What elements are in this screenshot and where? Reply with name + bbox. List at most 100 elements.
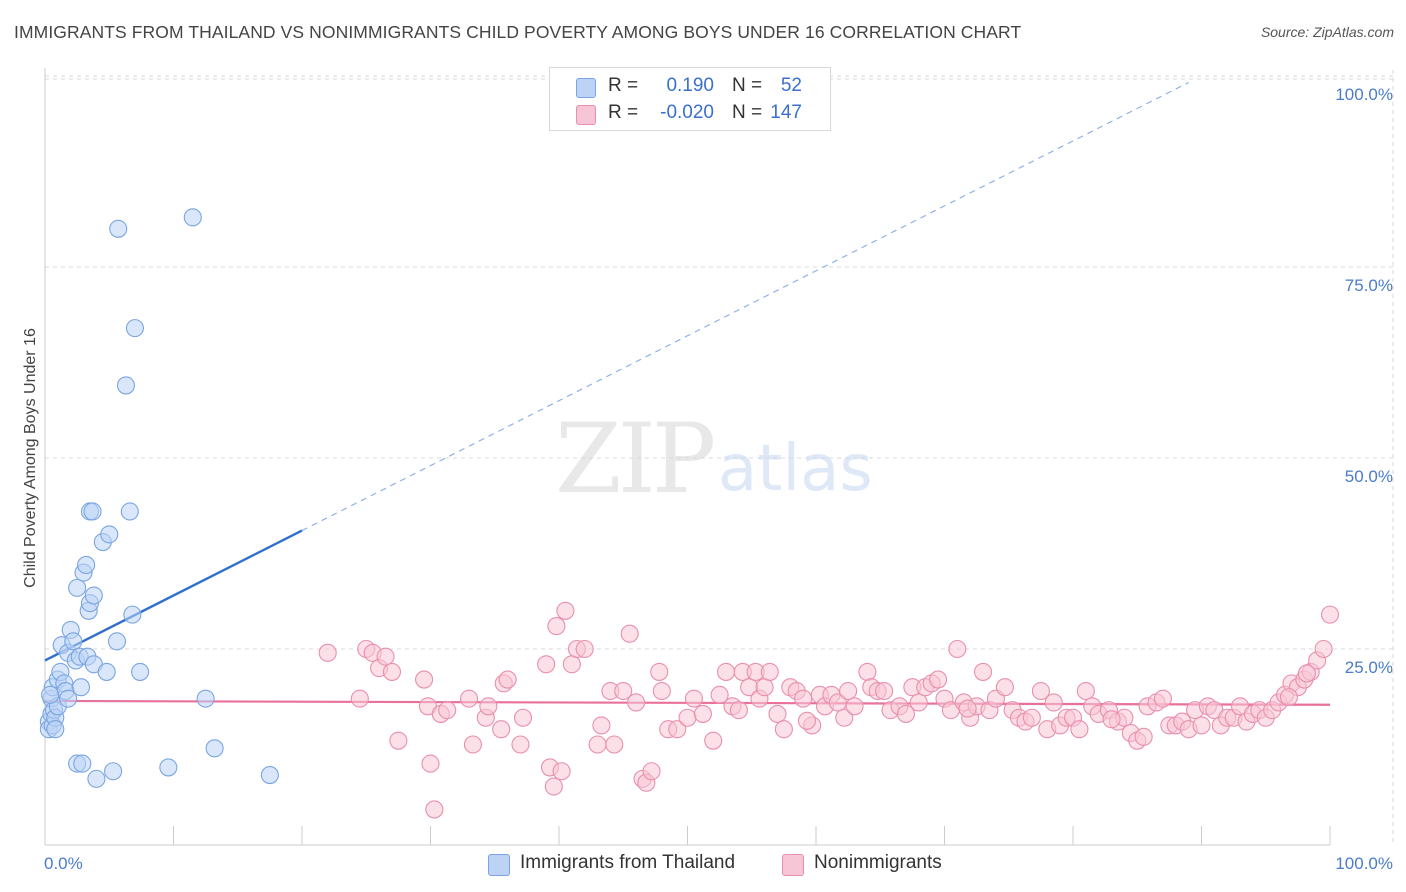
- legend-n-value: 52: [780, 75, 802, 96]
- point-immigrants: [107, 632, 127, 651]
- point-immigrants: [183, 208, 202, 227]
- bottom-legend-swatch-blue: [488, 854, 510, 876]
- point-nonimmigrants: [620, 624, 639, 643]
- point-immigrants: [84, 586, 103, 605]
- point-immigrants: [71, 678, 91, 697]
- point-nonimmigrants: [1320, 605, 1340, 624]
- trend-line-immigrants: [44, 529, 303, 662]
- point-nonimmigrants: [973, 662, 993, 681]
- watermark-atlas: atlas: [718, 432, 873, 506]
- axes: [44, 68, 1331, 846]
- point-immigrants: [104, 762, 123, 781]
- legend-row-nonimmigrants: R = -0.020 N = 147: [550, 102, 830, 128]
- point-nonimmigrants: [415, 670, 434, 689]
- y-tick-label: 25.0%: [1345, 658, 1393, 677]
- point-nonimmigrants: [875, 681, 894, 701]
- point-nonimmigrants: [835, 708, 854, 727]
- point-nonimmigrants: [794, 689, 813, 708]
- y-tick-label: 50.0%: [1345, 467, 1393, 486]
- point-immigrants: [123, 605, 142, 624]
- y-tick-labels: 25.0% 50.0% 75.0% 100.0%: [1335, 85, 1393, 677]
- point-nonimmigrants: [1134, 727, 1153, 746]
- point-nonimmigrants: [459, 689, 479, 708]
- point-immigrants: [109, 219, 128, 238]
- legend-r-label: R =: [608, 75, 639, 96]
- x-tick-labels: 0.0% 100.0%: [44, 854, 1393, 873]
- legend-n-label: N =: [732, 102, 763, 123]
- point-nonimmigrants: [421, 754, 440, 773]
- point-nonimmigrants: [438, 701, 457, 720]
- point-nonimmigrants: [684, 689, 703, 708]
- point-nonimmigrants: [513, 708, 533, 727]
- point-nonimmigrants: [774, 720, 793, 739]
- point-nonimmigrants: [614, 681, 633, 701]
- point-immigrants: [131, 662, 150, 681]
- legend-row-immigrants: R = 0.190 N = 52: [550, 75, 830, 101]
- legend: R = 0.190 N = 52 R = -0.020 N = 147: [549, 67, 831, 131]
- point-nonimmigrants: [376, 647, 395, 666]
- point-nonimmigrants: [710, 685, 729, 704]
- point-nonimmigrants: [995, 678, 1014, 697]
- point-nonimmigrants: [1076, 681, 1095, 701]
- bottom-legend-label: Nonimmigrants: [814, 852, 942, 873]
- point-immigrants: [68, 578, 87, 597]
- point-immigrants: [59, 689, 78, 708]
- point-immigrants: [196, 689, 215, 708]
- y-axis-label: Child Poverty Among Boys Under 16: [22, 328, 39, 588]
- x-tick-label: 0.0%: [44, 854, 83, 873]
- point-nonimmigrants: [958, 699, 977, 718]
- legend-swatch-blue: [576, 78, 596, 98]
- point-nonimmigrants: [845, 697, 864, 716]
- legend-r-value: -0.020: [660, 102, 714, 123]
- point-nonimmigrants: [498, 670, 517, 689]
- point-nonimmigrants: [948, 639, 967, 659]
- point-nonimmigrants: [828, 693, 847, 712]
- point-nonimmigrants: [760, 662, 779, 681]
- point-nonimmigrants: [896, 704, 916, 723]
- point-nonimmigrants: [1022, 708, 1041, 727]
- bottom-legend: Immigrants from Thailand Nonimmigrants: [0, 852, 1406, 878]
- point-immigrants: [205, 739, 224, 758]
- point-nonimmigrants: [382, 662, 402, 681]
- point-immigrants: [87, 769, 106, 788]
- point-nonimmigrants: [858, 662, 877, 681]
- point-nonimmigrants: [425, 800, 444, 819]
- point-nonimmigrants: [1031, 681, 1050, 701]
- watermark: ZIP atlas: [555, 403, 873, 515]
- point-nonimmigrants: [588, 735, 607, 754]
- point-immigrants: [73, 754, 92, 773]
- point-nonimmigrants: [678, 708, 697, 727]
- point-immigrants: [83, 502, 102, 521]
- point-nonimmigrants: [909, 693, 928, 712]
- point-nonimmigrants: [605, 735, 624, 754]
- y-tick-label: 75.0%: [1345, 276, 1393, 295]
- point-nonimmigrants: [1153, 689, 1172, 708]
- trend-line-immigrants-extension: [301, 81, 1189, 532]
- point-immigrants: [64, 632, 83, 651]
- bottom-legend-swatch-pink: [782, 854, 804, 876]
- point-nonimmigrants: [650, 662, 669, 681]
- y-tick-label: 100.0%: [1335, 85, 1393, 104]
- point-nonimmigrants: [668, 720, 687, 739]
- point-nonimmigrants: [592, 716, 611, 735]
- legend-n-value: 147: [770, 102, 802, 123]
- point-nonimmigrants: [511, 735, 530, 754]
- point-immigrants: [41, 685, 60, 704]
- point-immigrants: [100, 525, 119, 544]
- point-nonimmigrants: [797, 711, 817, 730]
- point-nonimmigrants: [1279, 688, 1298, 707]
- point-immigrants: [125, 319, 144, 338]
- legend-swatch-pink: [576, 105, 596, 125]
- point-immigrants: [97, 662, 116, 681]
- point-nonimmigrants: [463, 735, 482, 754]
- point-nonimmigrants: [716, 662, 736, 681]
- point-nonimmigrants: [642, 762, 661, 781]
- source-credit: Source: ZipAtlas.com: [1260, 24, 1394, 40]
- point-immigrants: [46, 720, 65, 739]
- point-immigrants: [116, 376, 136, 395]
- point-nonimmigrants: [575, 639, 594, 659]
- point-nonimmigrants: [839, 681, 858, 701]
- series-nonimmigrants-points: [318, 601, 1340, 819]
- point-immigrants: [260, 766, 279, 785]
